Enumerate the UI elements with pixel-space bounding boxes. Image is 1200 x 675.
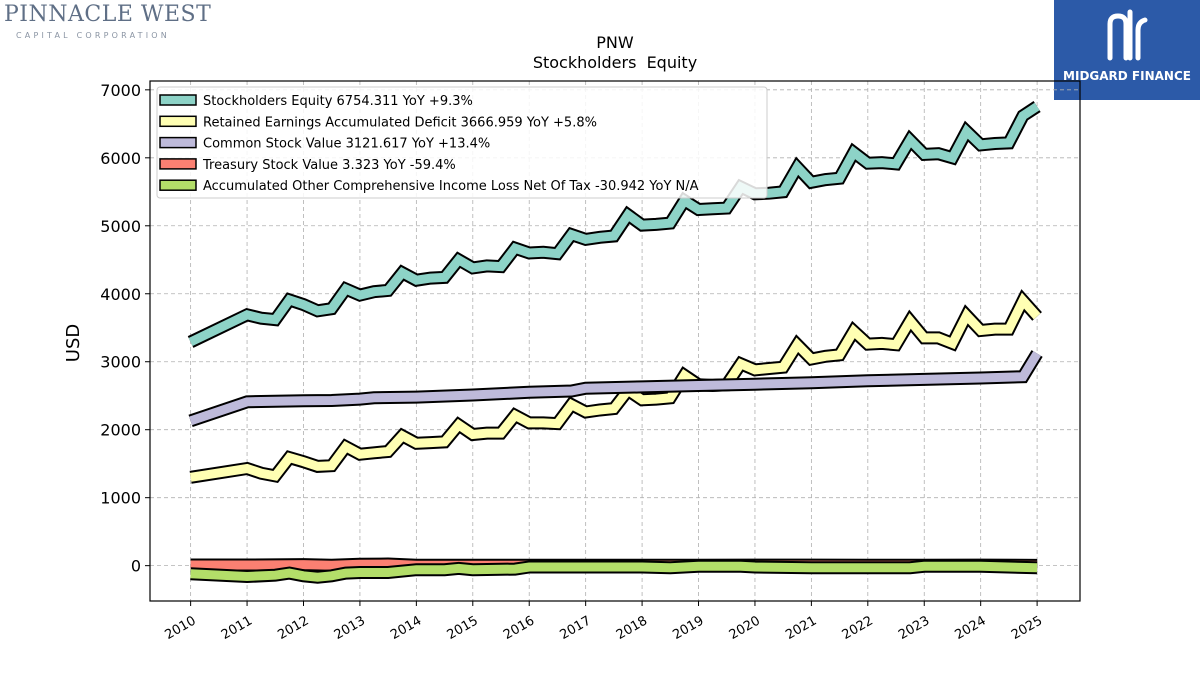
x-tick-label: 2012: [275, 613, 311, 643]
legend-box: [156, 86, 768, 199]
x-tick-label: 2017: [557, 613, 593, 643]
legend-swatch: [159, 94, 197, 106]
pinnacle-west-logo: PINNACLE WEST CAPITAL CORPORATION: [4, 2, 211, 44]
x-tick-label: 2018: [614, 613, 650, 643]
y-tick-label: 0: [131, 557, 141, 576]
legend: Stockholders Equity 6754.311 YoY +9.3% Re…: [156, 86, 768, 199]
x-tick-label: 2023: [896, 613, 932, 643]
series-line-2: [189, 351, 1041, 426]
y-tick-label: 6000: [100, 149, 141, 168]
x-tick-label: 2010: [162, 613, 198, 643]
midgard-finance-logo: MIDGARD FINANCE: [1054, 0, 1200, 100]
series-line-4: [190, 561, 1038, 582]
legend-label: Retained Earnings Accumulated Deficit 36…: [203, 115, 597, 130]
x-axis: 2010 2011 2012 2013 2014 2015 2016 2017 2018 2019…: [162, 601, 1045, 643]
x-tick-label: 2025: [1009, 613, 1045, 643]
x-tick-label: 2014: [388, 613, 424, 643]
legend-swatch: [159, 179, 197, 191]
logo-wordmark: PINNACLE WEST: [4, 2, 212, 27]
x-tick-label: 2022: [840, 613, 876, 643]
legend-label: Common Stock Value 3121.617 YoY +13.4%: [203, 137, 490, 152]
x-tick-label: 2024: [953, 613, 989, 643]
x-tick-label: 2015: [445, 613, 481, 643]
plot-frame: [149, 80, 1081, 602]
x-tick-label: 2021: [783, 613, 819, 643]
legend-label: Stockholders Equity 6754.311 YoY +9.3%: [203, 94, 473, 109]
legend-label: Accumulated Other Comprehensive Income L…: [203, 179, 699, 194]
legend-label: Treasury Stock Value 3.323 YoY -59.4%: [202, 158, 456, 173]
chart-title: PNW: [596, 33, 634, 52]
series-group: [187, 101, 1043, 584]
legend-swatch: [159, 158, 197, 170]
y-tick-label: 7000: [100, 81, 141, 100]
y-tick-label: 2000: [100, 421, 141, 440]
series-line-0: [188, 102, 1040, 347]
x-tick-label: 2013: [332, 613, 368, 643]
x-tick-label: 2019: [670, 613, 706, 643]
y-axis-label: USD: [63, 324, 84, 362]
x-tick-label: 2011: [219, 613, 255, 643]
y-tick-label: 3000: [100, 353, 141, 372]
chart-subtitle: Stockholders Equity: [533, 53, 697, 72]
legend-swatch: [159, 136, 197, 149]
series-line-1: [189, 292, 1041, 482]
y-tick-label: 5000: [100, 217, 141, 236]
logo-tagline: CAPITAL CORPORATION: [16, 31, 170, 40]
y-tick-label: 4000: [100, 285, 141, 304]
x-tick-label: 2020: [727, 613, 763, 643]
legend-swatch: [159, 115, 197, 128]
x-tick-label: 2016: [501, 613, 537, 643]
y-axis: 0 1000 2000 3000 4000 5000 6000 7000: [100, 81, 150, 576]
y-tick-label: 1000: [100, 489, 141, 508]
midgard-finance-wordmark: MIDGARD FINANCE: [1063, 69, 1191, 83]
midgard-emblem-icon: [1107, 9, 1148, 61]
